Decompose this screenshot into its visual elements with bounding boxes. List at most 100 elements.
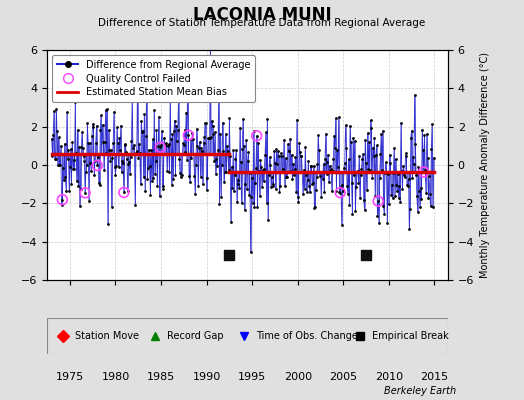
Point bbox=[331, 145, 339, 151]
Point bbox=[49, 131, 58, 138]
Point bbox=[103, 106, 111, 113]
Point bbox=[343, 183, 351, 189]
Point bbox=[265, 172, 273, 179]
Point bbox=[122, 149, 130, 156]
Point bbox=[80, 152, 88, 159]
Point bbox=[56, 162, 64, 168]
Point bbox=[234, 177, 242, 183]
Point bbox=[243, 186, 251, 192]
Point bbox=[340, 165, 348, 171]
Point bbox=[369, 152, 378, 159]
Point bbox=[299, 191, 307, 197]
Point bbox=[148, 178, 156, 185]
Point bbox=[50, 108, 58, 114]
Point bbox=[146, 163, 154, 169]
Point bbox=[390, 145, 398, 151]
Point bbox=[70, 157, 78, 164]
Point bbox=[359, 196, 368, 203]
Point bbox=[87, 168, 95, 174]
Point bbox=[406, 206, 414, 213]
Point bbox=[202, 187, 211, 193]
Point bbox=[264, 217, 272, 224]
Point bbox=[319, 176, 327, 182]
Point bbox=[244, 158, 252, 164]
Point bbox=[94, 154, 102, 161]
Point bbox=[282, 174, 290, 180]
Point bbox=[405, 175, 413, 182]
Point bbox=[119, 189, 128, 196]
Point bbox=[214, 147, 222, 153]
Point bbox=[308, 181, 316, 188]
Point bbox=[323, 158, 332, 165]
Point bbox=[423, 155, 432, 162]
Point bbox=[287, 168, 295, 174]
Point bbox=[286, 136, 294, 142]
Point bbox=[231, 156, 239, 162]
Text: 1980: 1980 bbox=[101, 372, 129, 382]
Point bbox=[374, 198, 383, 204]
Point bbox=[159, 185, 168, 192]
Point bbox=[424, 194, 432, 201]
Point bbox=[381, 159, 390, 165]
Point bbox=[163, 168, 171, 174]
Point bbox=[416, 204, 424, 210]
Point bbox=[221, 130, 230, 137]
Point bbox=[116, 146, 124, 153]
Point bbox=[377, 131, 386, 138]
Point bbox=[106, 157, 114, 164]
Point bbox=[111, 171, 119, 178]
Point bbox=[336, 190, 344, 196]
Point bbox=[151, 171, 159, 177]
Point bbox=[60, 140, 69, 147]
Point bbox=[249, 128, 258, 134]
Point bbox=[135, 141, 143, 147]
Point bbox=[227, 164, 236, 170]
Point bbox=[327, 166, 335, 172]
Text: Time of Obs. Change: Time of Obs. Change bbox=[256, 331, 357, 341]
Point bbox=[163, 143, 172, 149]
Point bbox=[354, 167, 362, 174]
Point bbox=[253, 132, 261, 139]
Point bbox=[246, 170, 254, 176]
Point bbox=[180, 142, 188, 148]
Point bbox=[248, 175, 256, 181]
Point bbox=[408, 175, 417, 181]
Point bbox=[195, 138, 204, 145]
Point bbox=[251, 180, 259, 186]
Point bbox=[370, 134, 378, 141]
Point bbox=[156, 144, 165, 150]
Point bbox=[261, 129, 270, 135]
Point bbox=[168, 131, 177, 138]
Point bbox=[53, 162, 62, 168]
Point bbox=[143, 89, 151, 96]
Point bbox=[55, 162, 63, 168]
Point bbox=[374, 198, 383, 204]
Point bbox=[291, 154, 300, 160]
Point bbox=[237, 200, 246, 206]
Point bbox=[414, 164, 422, 170]
Point bbox=[413, 208, 422, 215]
Point bbox=[307, 162, 315, 169]
Point bbox=[380, 211, 388, 217]
Point bbox=[85, 140, 94, 147]
Point bbox=[364, 166, 373, 172]
Point bbox=[63, 109, 71, 115]
Point bbox=[123, 156, 131, 162]
Point bbox=[268, 181, 277, 187]
Point bbox=[225, 115, 234, 122]
Point bbox=[372, 152, 380, 158]
Point bbox=[99, 139, 107, 146]
Point bbox=[293, 116, 301, 123]
Point bbox=[326, 168, 334, 174]
Point bbox=[253, 204, 261, 211]
Point bbox=[176, 170, 184, 176]
Point bbox=[366, 167, 374, 173]
Point bbox=[100, 167, 108, 173]
Point bbox=[314, 132, 322, 138]
Point bbox=[150, 107, 158, 113]
Point bbox=[235, 185, 244, 191]
Point bbox=[332, 188, 341, 194]
Point bbox=[365, 139, 373, 146]
Point bbox=[205, 135, 213, 142]
Point bbox=[202, 120, 210, 127]
